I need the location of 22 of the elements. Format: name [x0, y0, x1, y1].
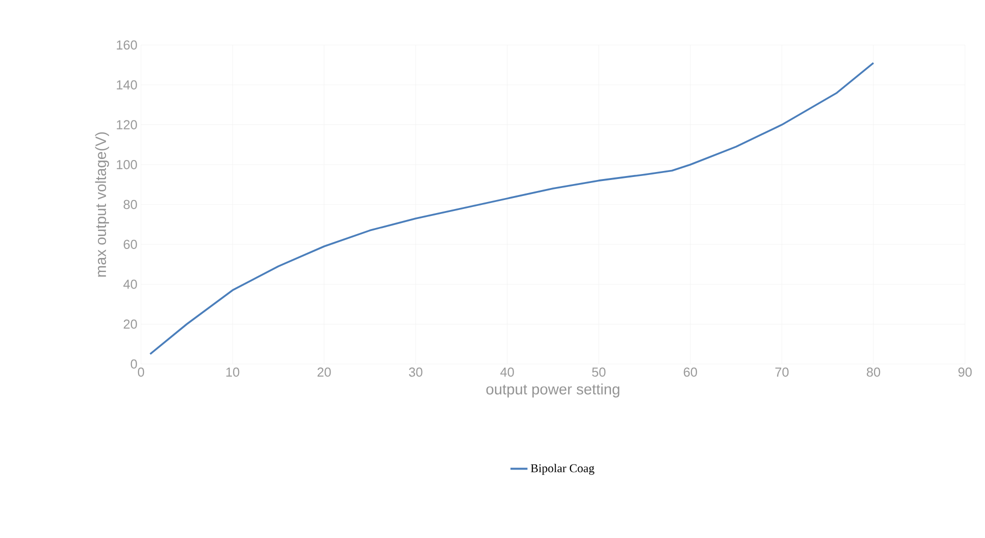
y-tick-label: 160 — [116, 40, 137, 50]
y-tick-label: 140 — [116, 80, 137, 90]
x-tick-label: 0 — [138, 368, 144, 377]
x-tick-label: 50 — [592, 368, 606, 377]
y-tick-label: 100 — [116, 160, 137, 170]
x-tick-label: 20 — [318, 368, 331, 377]
x-tick-label: 80 — [866, 368, 880, 377]
y-tick-label: 20 — [124, 320, 137, 329]
y-tick-label: 0 — [130, 359, 137, 369]
legend-label: Bipolar Coag — [530, 464, 594, 475]
x-tick-label: 10 — [226, 368, 240, 377]
x-tick-label: 70 — [775, 368, 789, 377]
y-tick-label: 120 — [116, 120, 137, 130]
x-axis-title: output power setting — [486, 384, 620, 398]
x-tick-label: 60 — [684, 368, 698, 377]
y-axis-title: max output voltage(V) — [95, 132, 110, 277]
x-tick-label: 90 — [958, 368, 972, 377]
y-tick-label: 40 — [123, 280, 137, 289]
x-tick-label: 40 — [500, 368, 514, 377]
y-tick-label: 80 — [124, 200, 137, 210]
y-tick-label: 60 — [124, 240, 137, 249]
x-tick-label: 30 — [408, 368, 422, 377]
